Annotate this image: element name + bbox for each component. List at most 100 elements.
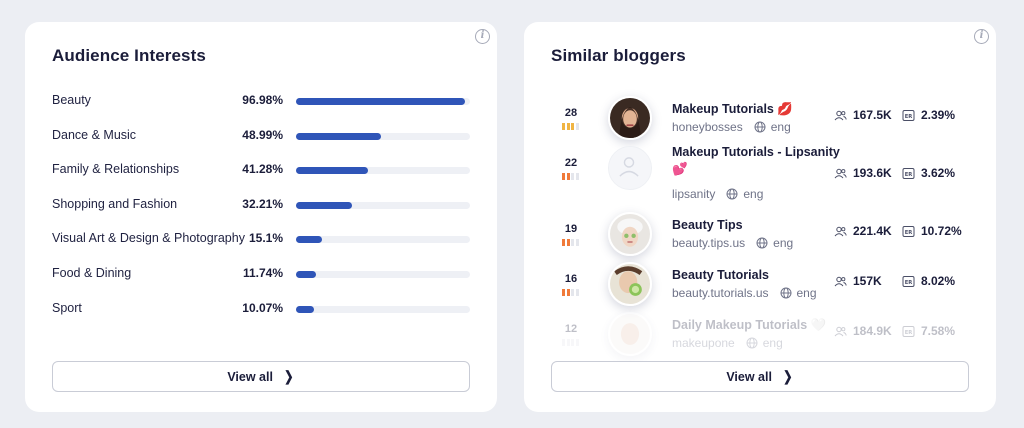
followers-icon [834, 275, 847, 288]
followers-count: 184.9K [853, 324, 892, 338]
interest-row: Dance & Music 48.99% [52, 126, 470, 146]
rank-bar [566, 289, 570, 296]
rank-indicator [562, 339, 579, 346]
rank-indicator [562, 173, 579, 180]
interest-row: Family & Relationships 41.28% [52, 160, 470, 180]
globe-icon [750, 237, 768, 249]
info-icon[interactable]: i [475, 29, 490, 44]
followers-stat: 157K [834, 274, 882, 288]
avatar[interactable] [608, 212, 652, 256]
blogger-row[interactable]: 22 Makeup Tutorials - Lipsanity 💕 lipsanity… [524, 145, 996, 206]
info-icon[interactable]: i [974, 29, 989, 44]
view-all-bloggers-button[interactable]: View all ❯ [551, 361, 969, 392]
rank-indicator [562, 123, 579, 130]
blogger-handle-line: makeupone eng [672, 336, 783, 350]
followers-stat: 193.6K [834, 166, 892, 180]
blogger-language: eng [770, 120, 791, 134]
followers-icon [834, 167, 847, 180]
card-title: Similar bloggers [551, 46, 686, 65]
rank-bar [562, 123, 565, 130]
interest-percent: 10.07% [242, 300, 283, 315]
engagement-rate: 10.72% [921, 224, 962, 238]
er-icon: ER [902, 325, 915, 338]
chevron-right-icon: ❯ [284, 368, 294, 384]
rank-bar [566, 123, 570, 130]
rank-bar [562, 173, 565, 180]
avatar[interactable] [608, 262, 652, 306]
engagement-stat: ER 2.39% [902, 108, 955, 122]
blogger-row[interactable]: 19 Beauty Tips beauty.tips.us eng 221.4K ER 10… [524, 212, 996, 272]
interest-label: Shopping and Fashion [52, 196, 178, 211]
interest-bar-track [296, 305, 470, 313]
followers-icon [834, 325, 847, 338]
avatar[interactable] [608, 312, 652, 356]
interest-label: Food & Dining [52, 266, 132, 280]
rank-indicator [562, 289, 579, 296]
view-all-interests-button[interactable]: View all ❯ [52, 361, 470, 392]
blogger-language: eng [773, 236, 794, 250]
blogger-row[interactable]: 16 Beauty Tutorials beauty.tutorials.us eng… [524, 262, 996, 322]
er-icon: ER [902, 275, 915, 288]
blogger-name: Daily Makeup Tutorials 🤍 [672, 318, 827, 332]
engagement-stat: ER 7.58% [902, 324, 955, 338]
er-icon: ER [902, 225, 915, 238]
blogger-name: Beauty Tips [672, 218, 743, 232]
followers-count: 157K [853, 274, 882, 288]
engagement-rate: 2.39% [921, 108, 956, 122]
blogger-name: Makeup Tutorials - Lipsanity [672, 145, 840, 159]
rank-bar [571, 239, 574, 246]
blogger-handle-line: honeybosses eng [672, 120, 791, 134]
avatar[interactable] [608, 96, 652, 140]
globe-icon [748, 121, 766, 133]
rank-bar [575, 289, 579, 296]
interest-bar-track [296, 236, 470, 244]
blogger-handle: beauty.tips.us [672, 236, 746, 250]
blogger-name-block[interactable]: Beauty Tips [672, 217, 743, 234]
blogger-row[interactable]: 12 Daily Makeup Tutorials 🤍 makeupone eng 18… [524, 312, 996, 372]
blogger-row[interactable]: 28 Makeup Tutorials 💋 honeybosses eng 167.5K… [524, 96, 996, 156]
globe-icon [774, 287, 792, 299]
blogger-handle-line: lipsanity eng [672, 187, 763, 201]
interest-bar-track [296, 271, 470, 278]
interest-percent: 41.28% [242, 162, 283, 177]
interest-bar-fill [296, 271, 317, 278]
svg-text:ER: ER [905, 280, 913, 286]
blogger-language: eng [762, 336, 783, 350]
blogger-name-block[interactable]: Beauty Tutorials [672, 267, 769, 284]
interest-bar-track [296, 132, 470, 140]
interest-bar-track [296, 98, 470, 105]
interest-row: Beauty 96.98% [52, 91, 470, 111]
followers-count: 221.4K [853, 224, 892, 238]
svg-text:ER: ER [905, 172, 913, 178]
rank-number: 22 [564, 157, 578, 169]
blogger-name-block[interactable]: Makeup Tutorials 💋 [672, 101, 793, 118]
engagement-rate: 7.58% [921, 324, 956, 338]
rank-bar [575, 123, 579, 130]
view-all-label: View all [726, 369, 772, 384]
blogger-handle: lipsanity [672, 187, 716, 201]
engagement-stat: ER 3.62% [902, 166, 955, 180]
followers-stat: 221.4K [834, 224, 892, 238]
followers-count: 193.6K [853, 166, 892, 180]
engagement-rate: 8.02% [921, 274, 956, 288]
blogger-handle: makeupone [672, 336, 735, 350]
avatar[interactable] [608, 146, 652, 190]
audience-interests-card: i Audience Interests Beauty 96.98% Dance &… [25, 22, 497, 412]
rank-bar [566, 173, 570, 180]
interest-bar-fill [296, 167, 368, 175]
interest-percent: 48.99% [242, 127, 283, 142]
svg-text:ER: ER [905, 330, 913, 336]
similar-bloggers-card: i Similar bloggers 28 Makeup Tutorials 💋 h… [524, 22, 996, 412]
rank-number: 16 [564, 273, 578, 285]
view-all-label: View all [227, 369, 273, 384]
rank-number: 19 [564, 223, 578, 235]
interest-bar-fill [296, 236, 323, 244]
engagement-rate: 3.62% [921, 166, 956, 180]
blogger-name-block[interactable]: Makeup Tutorials - Lipsanity 💕 [672, 144, 840, 178]
rank-bar [571, 289, 574, 296]
blogger-handle-line: beauty.tutorials.us eng [672, 286, 817, 300]
blogger-name-block[interactable]: Daily Makeup Tutorials 🤍 [672, 317, 826, 334]
er-icon: ER [902, 167, 915, 180]
interest-label: Family & Relationships [52, 162, 180, 177]
blogger-handle-line: beauty.tips.us eng [672, 236, 793, 250]
